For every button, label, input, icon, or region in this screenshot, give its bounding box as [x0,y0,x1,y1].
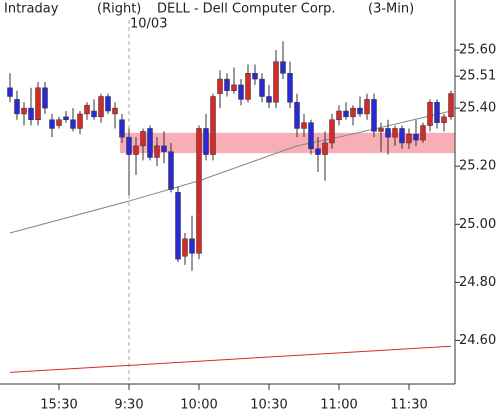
candle-body [448,93,454,118]
candle-body [343,110,349,118]
candle-body [140,131,146,147]
candle-body [49,119,55,129]
y-tick-label: 24.80 [459,275,496,290]
candle-body [280,61,286,74]
candle-body [252,73,258,80]
x-tick-label: 10:00 [180,398,217,413]
candle-body [378,128,384,132]
candle-body [42,87,48,109]
x-tick-label: 11:00 [320,398,357,413]
candle-body [70,119,76,129]
candle-body [245,73,251,100]
candle-body [399,128,405,144]
candle-body [28,107,34,120]
axis-side: (Right) [97,2,141,17]
candle-body [56,119,62,126]
moving-average [9,110,452,234]
candle-body [420,125,426,141]
candle-body [84,104,90,115]
candle-body [210,96,216,155]
candle-body [406,134,412,144]
candle-body [413,134,419,141]
candle-body [119,119,125,138]
candle-body [105,96,111,112]
candle-body [266,96,272,103]
x-tick-label: 11:30 [390,398,427,413]
y-tick-label: 25.00 [459,217,496,232]
y-tick-label: 25.60 [459,43,496,58]
candle-body [77,113,83,129]
candle-body [371,99,377,132]
candle-body [392,128,398,138]
candle-body [441,116,447,123]
candle-body [308,122,314,150]
candle-body [357,107,363,115]
candle-body [273,61,279,103]
candle-body [231,84,237,91]
candle-body [98,96,104,118]
candle-body [21,107,27,115]
candle-body [154,145,160,158]
candle-body [91,110,97,118]
candle-body [168,151,174,190]
plot-area: 10/03 [7,17,455,384]
candle-body [203,128,209,155]
candle-body [434,102,440,123]
candle-body [259,78,265,97]
x-tick-label: 9:30 [114,398,143,413]
y-tick-label: 24.60 [459,333,496,348]
candle-body [147,128,153,158]
date-label: 10/03 [130,17,167,32]
interval: (3-Min) [368,2,414,17]
candle-body [427,102,433,126]
candle-body [175,192,181,260]
candle-body [238,84,244,100]
candle-body [287,73,293,103]
moving-average [9,345,452,373]
y-tick-label: 25.40 [459,101,496,116]
candle-body [189,238,195,254]
candle-body [301,122,307,129]
candle-body [63,116,69,120]
candle-body [385,128,391,138]
candle-body [35,87,41,120]
candle-body [336,110,342,120]
candle-body [161,145,167,152]
candle-body [315,148,321,155]
candle-body [112,107,118,115]
y-tick-label: 25.51 [459,69,496,84]
y-tick-label: 25.20 [459,159,496,174]
chart-title: DELL - Dell Computer Corp. [157,2,336,17]
candle-body [224,78,230,91]
candle-body [364,99,370,115]
candle-body [196,128,202,254]
candle-body [7,87,13,97]
candle-body [182,238,188,257]
candle-body [133,145,139,155]
candle-body [329,119,335,144]
candle-body [14,99,20,115]
candle-body [350,107,356,118]
candle-body [322,142,328,155]
candle-body [294,102,300,129]
x-tick-label: 15:30 [40,398,77,413]
left-label: Intraday [4,2,59,17]
candle-body [126,136,132,155]
x-tick-label: 10:30 [250,398,287,413]
candle-body [217,78,223,94]
